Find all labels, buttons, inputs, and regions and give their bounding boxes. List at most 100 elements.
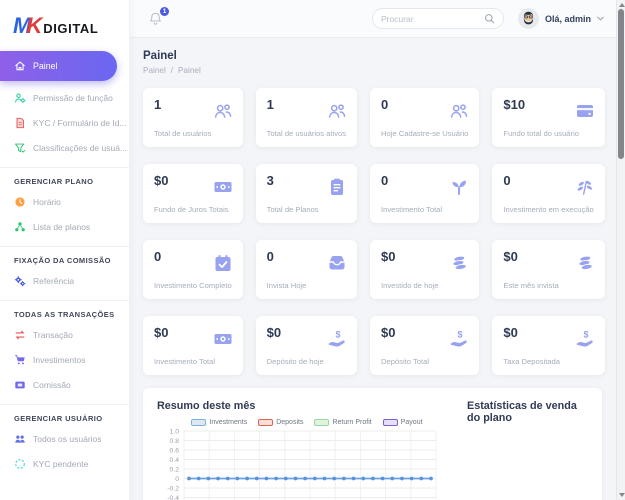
search-input[interactable] bbox=[380, 13, 484, 24]
cart-icon bbox=[14, 354, 26, 366]
legend-deposits[interactable]: Deposits bbox=[258, 419, 303, 426]
sidebar-item-label: Transação bbox=[33, 329, 73, 340]
stat-value: $0 bbox=[381, 249, 396, 264]
stat-value: 1 bbox=[154, 97, 162, 112]
sidebar-item-comissao[interactable]: Comissão bbox=[0, 372, 129, 397]
badge-icon bbox=[14, 379, 26, 391]
stat-value: 0 bbox=[381, 97, 389, 112]
users-icon bbox=[213, 101, 233, 121]
stat-card-usuarios-ativos: 1 Total de usuários ativos bbox=[255, 88, 358, 147]
stat-card-total-planos: 3 Total de Planos bbox=[255, 164, 358, 223]
stat-value: 0 bbox=[381, 173, 389, 188]
notifications-button[interactable]: 1 bbox=[148, 5, 170, 27]
svg-text:0: 0 bbox=[175, 476, 179, 483]
svg-text:0.8: 0.8 bbox=[170, 438, 180, 445]
stat-card-mes-invista: $0 Este mês invista bbox=[492, 240, 605, 299]
stat-card-juros-totais: $0 Fundo de Juros Totais bbox=[143, 164, 243, 223]
scrollbar-down-arrow[interactable] bbox=[619, 493, 625, 497]
legend-investments[interactable]: Investments bbox=[191, 419, 247, 426]
stat-card-fundo-total: $10 Fundo total do usuário bbox=[492, 88, 605, 147]
stat-value: $0 bbox=[266, 325, 282, 340]
stat-label: Taxa Depositada bbox=[503, 357, 560, 366]
stat-value: $0 bbox=[154, 325, 169, 340]
home-icon bbox=[14, 60, 26, 72]
notification-badge: 1 bbox=[159, 5, 170, 17]
scrollbar-up-arrow[interactable] bbox=[619, 3, 625, 7]
stat-value: $10 bbox=[503, 97, 526, 112]
exchange-icon bbox=[14, 329, 26, 341]
stat-card-deposito-total: $0 Depósito Total bbox=[370, 316, 480, 375]
chevron-down-icon bbox=[597, 16, 604, 21]
legend-swatch bbox=[191, 419, 207, 426]
plan-sales-stats: Estatísticas de venda do plano bbox=[467, 400, 588, 500]
sidebar-item-transacao[interactable]: Transação bbox=[0, 322, 129, 347]
sidebar-item-kyc-formulario[interactable]: KYC / Formulário de Id... bbox=[0, 110, 129, 135]
stat-card-investimento-total: 0 Investimento Total bbox=[370, 164, 480, 223]
search-icon[interactable] bbox=[484, 13, 495, 24]
legend-label: Investments bbox=[209, 419, 248, 426]
sidebar-item-horario[interactable]: Horário bbox=[0, 189, 129, 214]
legend-swatch bbox=[258, 419, 274, 426]
hand-dollar-icon bbox=[327, 329, 347, 349]
plan-stats-title: Estatísticas de venda do plano bbox=[467, 400, 577, 424]
sidebar-item-label: KYC / Formulário de Id... bbox=[33, 117, 127, 128]
hand-dollar-icon bbox=[575, 329, 595, 349]
breadcrumb-item-home[interactable]: Painel bbox=[143, 66, 166, 75]
legend-label: Payout bbox=[400, 419, 423, 426]
gears-icon bbox=[14, 275, 26, 287]
legend-payout[interactable]: Payout bbox=[382, 419, 423, 426]
stat-label: Total de usuários ativos bbox=[266, 129, 347, 138]
svg-text:0.2: 0.2 bbox=[170, 466, 180, 473]
users-icon bbox=[327, 101, 347, 121]
sidebar-item-permissao-de-funcao[interactable]: Permissão de função bbox=[0, 85, 129, 110]
sidebar-item-painel[interactable]: Painel bbox=[0, 51, 117, 81]
stat-label: Total de Planos bbox=[266, 205, 319, 214]
hand-dollar-icon bbox=[449, 329, 469, 349]
stat-label: Invista Hoje bbox=[266, 281, 307, 290]
search-box bbox=[371, 8, 504, 29]
user-menu[interactable]: Olá, admin bbox=[518, 8, 604, 29]
scrollbar-thumb[interactable] bbox=[618, 9, 624, 159]
filter-icon bbox=[14, 142, 26, 154]
summary-chart-title: Resumo deste mês bbox=[157, 400, 256, 412]
svg-text:-0.4: -0.4 bbox=[167, 495, 179, 500]
brand-logo[interactable]: MKDIGITAL bbox=[0, 0, 129, 39]
legend-label: Deposits bbox=[276, 419, 304, 426]
clipboard-icon bbox=[327, 177, 347, 197]
sidebar-item-investimentos[interactable]: Investimentos bbox=[0, 347, 129, 372]
banknote-icon bbox=[213, 329, 233, 349]
pending-icon bbox=[14, 458, 26, 470]
stat-label: Total de usuários bbox=[154, 129, 212, 138]
stat-value: $0 bbox=[381, 325, 396, 340]
sidebar-item-label: Todos os usuários bbox=[33, 433, 102, 444]
user-gear-icon bbox=[14, 92, 26, 104]
stat-value: $0 bbox=[503, 325, 518, 340]
sidebar-item-todos-usuarios[interactable]: Todos os usuários bbox=[0, 426, 129, 451]
sidebar-item-label: Lista de planos bbox=[33, 221, 91, 232]
summary-line-chart: 1.00.80.60.40.20-0.2-0.4-0.6 bbox=[167, 428, 437, 500]
legend-return-profit[interactable]: Return Profit bbox=[314, 419, 372, 426]
plans-icon bbox=[14, 221, 26, 233]
banknote-icon bbox=[213, 177, 233, 197]
plant-icon bbox=[575, 177, 595, 197]
section-title: GERENCIAR USUÁRIO bbox=[14, 414, 103, 423]
inbox-icon bbox=[327, 253, 347, 273]
sidebar-item-lista-de-planos[interactable]: Lista de planos bbox=[0, 214, 129, 239]
clock-icon bbox=[14, 196, 26, 208]
stat-label: Depósito Total bbox=[381, 357, 430, 366]
stat-label: Investimento Total bbox=[381, 205, 443, 214]
sidebar-item-label: Referência bbox=[33, 275, 75, 286]
legend-swatch bbox=[314, 419, 330, 426]
legend-swatch bbox=[382, 419, 398, 426]
users-icon bbox=[449, 101, 469, 121]
stat-value: 0 bbox=[154, 249, 162, 264]
stat-value: $0 bbox=[154, 173, 169, 188]
stat-card-deposito-hoje: $0 Depósito de hoje bbox=[255, 316, 358, 375]
coins-icon bbox=[575, 253, 595, 273]
stat-value: 3 bbox=[266, 173, 274, 188]
stat-card-taxa-depositada: $0 Taxa Depositada bbox=[492, 316, 605, 375]
seedling-icon bbox=[449, 177, 469, 197]
sidebar-item-classificacoes[interactable]: Classificações de usuá... bbox=[0, 135, 129, 160]
sidebar-item-kyc-pendente[interactable]: KYC pendente bbox=[0, 451, 129, 476]
sidebar-item-referencia[interactable]: Referência bbox=[0, 268, 129, 293]
